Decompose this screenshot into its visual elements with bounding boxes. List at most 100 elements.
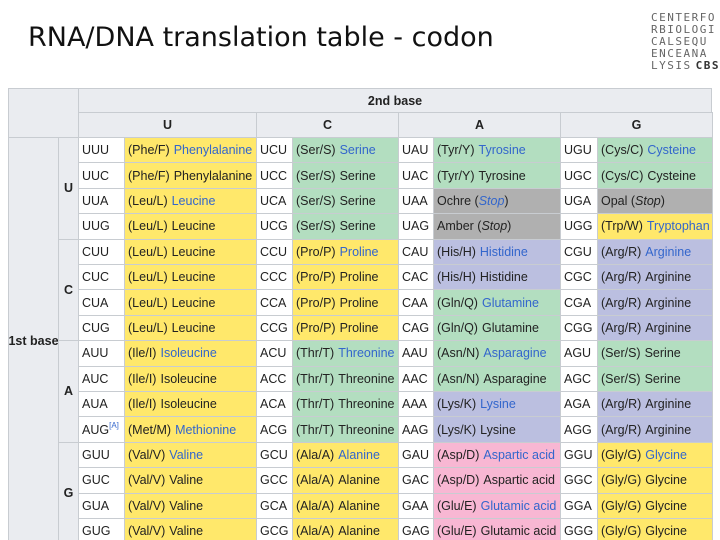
- amino-cell: (Leu/L) Leucine: [124, 314, 257, 342]
- codon-cell: ACC: [256, 365, 293, 392]
- codon-cell: UAC: [398, 162, 434, 189]
- codon: AAA: [402, 397, 428, 412]
- abbreviation: (Trp/W): [601, 219, 643, 234]
- amino-link[interactable]: Proline: [339, 244, 379, 259]
- codon: GGA: [564, 498, 592, 513]
- codon-cell: CGA: [560, 289, 598, 316]
- amino-link[interactable]: Glutamine: [481, 295, 539, 310]
- amino-cell: Amber (Stop): [433, 213, 561, 240]
- codon-cell: GUA: [78, 492, 125, 519]
- amino-link[interactable]: Cysteine: [647, 143, 696, 158]
- amino-cell: (Phe/F) Phenylalanine: [124, 162, 257, 189]
- codon: ACC: [260, 371, 287, 386]
- abbreviation: (Cys/C): [601, 168, 644, 183]
- abbreviation: (Thr/T): [296, 346, 335, 361]
- amino-name: Serine: [644, 371, 681, 386]
- amino-name: Arginine: [645, 422, 692, 437]
- codon-cell: GGU: [560, 441, 598, 469]
- amino-link[interactable]: Stop: [478, 193, 505, 208]
- amino-name: Alanine: [338, 524, 380, 539]
- abbreviation: (Ile/I): [128, 397, 157, 412]
- codon: GGG: [564, 524, 594, 539]
- amino-link[interactable]: Arginine: [645, 244, 692, 259]
- amino-cell: (Gly/G) Glycine: [597, 518, 713, 540]
- amino-link[interactable]: Alanine: [338, 447, 380, 462]
- amino-link[interactable]: Phenylalanine: [173, 143, 253, 158]
- abbreviation: (Ser/S): [296, 193, 336, 208]
- amino-link[interactable]: Serine: [339, 143, 376, 158]
- codon-cell: AUC: [78, 365, 125, 392]
- amino-name: Threonine: [338, 422, 395, 437]
- amino-name: Glycine: [645, 498, 687, 513]
- codon: GAA: [402, 498, 429, 513]
- amino-cell: (Arg/R) Arginine: [597, 314, 713, 342]
- amino-link[interactable]: Threonine: [338, 346, 395, 361]
- amino-cell: (Val/V) Valine: [124, 467, 257, 494]
- abbreviation: (Ala/A): [296, 498, 335, 513]
- amino-cell: (Gly/G) Glycine: [597, 467, 713, 494]
- amino-link[interactable]: Lysine: [480, 397, 516, 412]
- codon: AGC: [564, 371, 592, 386]
- codon: AAG: [402, 422, 429, 437]
- amino-cell: (Ser/S) Serine: [292, 213, 399, 240]
- abbreviation: (Pro/P): [296, 270, 336, 285]
- amino-link[interactable]: Glycine: [645, 447, 687, 462]
- amino-link[interactable]: Leucine: [171, 193, 216, 208]
- amino-name: Valine: [169, 473, 204, 488]
- amino-link[interactable]: Tyrosine: [478, 143, 526, 158]
- codon: UGU: [564, 143, 592, 158]
- codon: CCA: [260, 295, 287, 310]
- abbreviation: (Ile/I): [128, 371, 157, 386]
- row-base: A: [58, 340, 79, 443]
- column-header: U: [78, 112, 257, 138]
- codon-cell: CUC: [78, 264, 125, 291]
- abbreviation: (Ser/S): [296, 219, 336, 234]
- codon-cell: GUG: [78, 518, 125, 540]
- codon-cell: UUA: [78, 187, 125, 215]
- codon-cell: UUU: [78, 137, 125, 164]
- abbreviation: (Ile/I): [128, 346, 157, 361]
- codon: CCU: [260, 244, 288, 259]
- amino-link[interactable]: Isoleucine: [160, 346, 217, 361]
- codon-cell: GGC: [560, 467, 598, 494]
- closing: ): [507, 219, 512, 234]
- amino-name: Glutamic acid: [480, 524, 557, 539]
- abbreviation: (Arg/R): [601, 320, 642, 335]
- amino-name: Leucine: [171, 295, 216, 310]
- amino-link[interactable]: Glutamic acid: [480, 498, 557, 513]
- amino-link[interactable]: Asparagine: [483, 346, 547, 361]
- abbreviation: (Val/V): [128, 473, 166, 488]
- codon-cell: GAC: [398, 467, 434, 494]
- row-base: G: [58, 441, 79, 540]
- amino-cell: (Ser/S) Serine: [292, 162, 399, 189]
- amino-name: Alanine: [338, 473, 380, 488]
- amino-name: Arginine: [645, 295, 692, 310]
- codon-cell: GCC: [256, 467, 293, 494]
- codon: GAU: [402, 447, 430, 462]
- amino-cell: (Ser/S) Serine: [597, 365, 713, 392]
- codon: UCC: [260, 168, 288, 183]
- codon: UUC: [82, 168, 110, 183]
- codon: UGG: [564, 219, 593, 234]
- codon: CUG: [82, 320, 110, 335]
- codon-cell: CCU: [256, 238, 293, 265]
- amino-link[interactable]: Methionine: [175, 422, 237, 437]
- codon-cell: GCA: [256, 492, 293, 519]
- codon-cell: CCA: [256, 289, 293, 316]
- abbreviation: (Arg/R): [601, 270, 642, 285]
- amino-cell: (Asn/N) Asparagine: [433, 365, 561, 392]
- codon: UGA: [564, 193, 592, 208]
- amino-link[interactable]: Tryptophan: [646, 219, 710, 234]
- amino-cell: (Tyr/Y) Tyrosine: [433, 162, 561, 189]
- amino-name: Cysteine: [647, 168, 696, 183]
- codon: ACU: [260, 346, 287, 361]
- codon-cell: ACG: [256, 416, 293, 443]
- codon-cell: GAU: [398, 441, 434, 469]
- amino-link[interactable]: Valine: [169, 447, 204, 462]
- amino-cell: (Thr/T) Threonine: [292, 365, 399, 392]
- amino-link[interactable]: Histidine: [479, 244, 528, 259]
- codon-cell: CGG: [560, 314, 598, 342]
- amino-link[interactable]: Aspartic acid: [483, 447, 555, 462]
- codon-cell: GCG: [256, 518, 293, 540]
